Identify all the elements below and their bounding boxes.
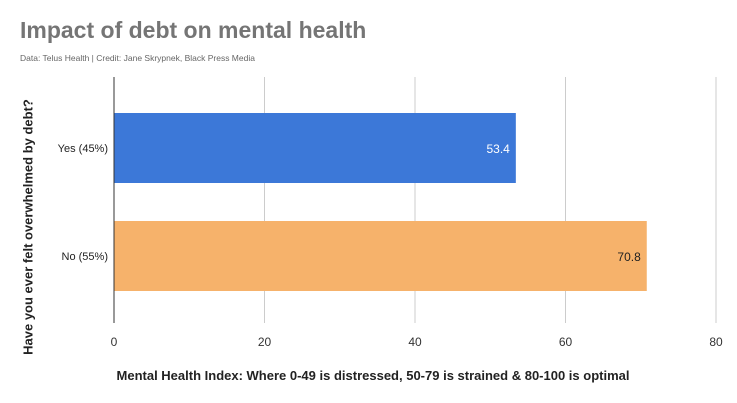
x-tick-label-3: 60 — [559, 335, 573, 349]
x-tick-label-1: 20 — [258, 335, 272, 349]
category-label-0: Yes (45%) — [58, 143, 108, 155]
x-tick-label-4: 80 — [709, 335, 723, 349]
chart-title: Impact of debt on mental health — [20, 17, 367, 43]
x-tick-label-0: 0 — [111, 335, 118, 349]
bar-1 — [114, 221, 647, 291]
category-label-1: No (55%) — [62, 251, 108, 263]
data-label-1: 70.8 — [617, 250, 641, 264]
data-label-0: 53.4 — [486, 142, 510, 156]
x-tick-label-2: 40 — [408, 335, 422, 349]
bar-0 — [114, 113, 516, 183]
x-axis-label: Mental Health Index: Where 0-49 is distr… — [116, 368, 630, 383]
chart-subtitle: Data: Telus Health | Credit: Jane Skrypn… — [20, 53, 255, 63]
